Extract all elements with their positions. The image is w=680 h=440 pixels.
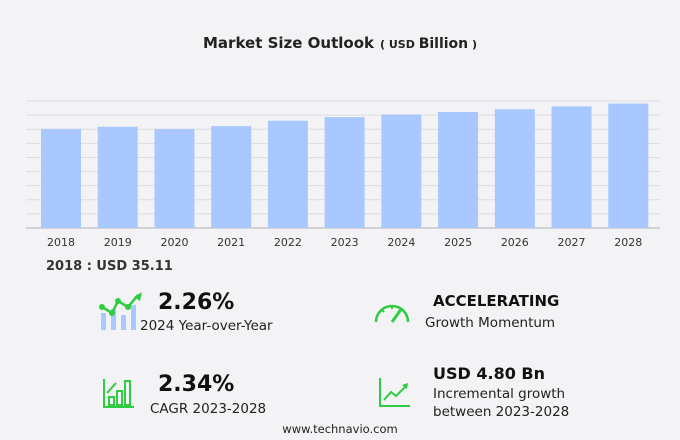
bar-2022 <box>267 120 308 228</box>
x-tick-label: 2025 <box>444 236 472 249</box>
x-tick-label: 2027 <box>558 236 586 249</box>
momentum-value: ACCELERATING <box>433 292 560 310</box>
chart-title: Market Size Outlook ( USD Billion ) <box>0 34 680 52</box>
cagr-label: CAGR 2023-2028 <box>150 401 267 417</box>
yoy-label: 2024 Year-over-Year <box>140 318 273 334</box>
bar-2021 <box>211 126 252 228</box>
cagr-value: 2.34% <box>158 372 235 397</box>
bar-chart: 2018 2019 2020 2021 2022 2023 2024 2025 2026 2027… <box>26 100 660 249</box>
unit-text: Billion <box>418 36 469 52</box>
x-tick-label: 2024 <box>387 236 415 249</box>
unit-prefix: USD <box>388 38 415 51</box>
base-year-label: 2018 : USD 35.11 <box>46 259 173 274</box>
bar-2026 <box>494 109 535 228</box>
cagr-chart-icon <box>103 379 134 408</box>
x-tick-label: 2023 <box>331 236 359 249</box>
incremental-growth-icon <box>379 378 410 407</box>
bar-2019 <box>97 126 138 228</box>
incremental-label-2: between 2023-2028 <box>433 404 570 420</box>
bar-2027 <box>551 106 592 228</box>
bar-2018 <box>41 128 81 228</box>
x-tick-label: 2026 <box>501 236 529 249</box>
incremental-label-1: Incremental growth <box>433 386 566 402</box>
x-tick-label: 2028 <box>614 236 642 249</box>
title-text: Market Size Outlook <box>203 34 374 52</box>
growth-chart-icon <box>99 292 142 330</box>
x-tick-label: 2019 <box>104 236 132 249</box>
x-tick-label: 2020 <box>160 236 188 249</box>
yoy-value: 2.26% <box>158 290 235 315</box>
momentum-label: Growth Momentum <box>425 315 556 331</box>
incremental-value: USD 4.80 Bn <box>433 364 545 383</box>
bar-2020 <box>154 128 195 228</box>
bar-2025 <box>438 112 479 228</box>
footer-url: www.technavio.com <box>282 422 398 436</box>
bar-2023 <box>324 117 365 228</box>
speedometer-icon <box>374 304 410 323</box>
bar-2024 <box>381 114 422 228</box>
x-tick-label: 2022 <box>274 236 302 249</box>
x-tick-label: 2018 <box>47 236 75 249</box>
bar-2028 <box>608 103 649 228</box>
x-tick-label: 2021 <box>217 236 245 249</box>
title-unit: ( USD Billion ) <box>379 36 477 52</box>
